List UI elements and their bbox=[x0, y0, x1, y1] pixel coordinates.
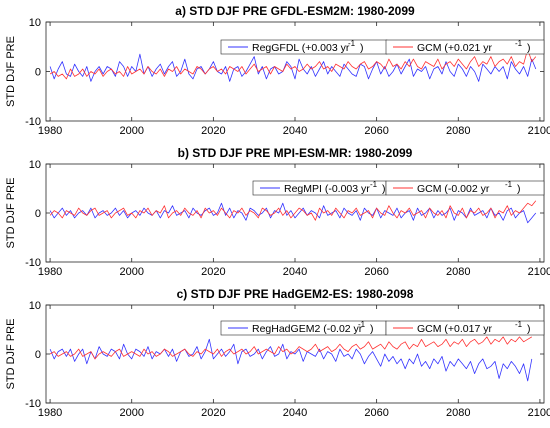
chart-title: c) STD DJF PRE HadGEM2-ES: 1980-2098 bbox=[177, 287, 414, 301]
x-tick-label: 2040 bbox=[283, 407, 307, 419]
legend: RegHadGEM2 (-0.02 yr-1) GCM (+0.017 yr -1) bbox=[220, 320, 545, 336]
chart-panel-c: c) STD DJF PRE HadGEM2-ES: 1980-2098 STD … bbox=[5, 287, 550, 419]
legend-label-regmpi: RegMPI (-0.003 yr bbox=[284, 183, 370, 195]
legend-label-reggfdl: RegGFDL (+0.003 yr bbox=[252, 42, 350, 54]
legend-close-paren: ) bbox=[527, 42, 531, 54]
legend: RegMPI (-0.003 yr -1) GCM (-0.002 yr -1) bbox=[252, 180, 545, 196]
legend-exponent: -1 bbox=[370, 180, 378, 189]
chart-panel-b: b) STD DJF PRE MPI-ESM-MR: 1980-2099 STD … bbox=[5, 146, 550, 278]
legend-label-reghadgem2: RegHadGEM2 (-0.02 yr bbox=[252, 323, 363, 335]
legend-close-paren: ) bbox=[382, 183, 386, 195]
series-line-regmpi bbox=[49, 202, 537, 224]
y-tick-label: -10 bbox=[25, 116, 41, 128]
y-tick-label: -10 bbox=[25, 257, 41, 269]
y-tick-label: 10 bbox=[29, 159, 41, 171]
y-tick-label: 10 bbox=[29, 17, 41, 29]
series-line-reghadgem2 bbox=[49, 338, 533, 382]
legend-label-gcm: GCM (+0.017 yr bbox=[417, 323, 492, 335]
x-tick-label: 1980 bbox=[38, 125, 62, 137]
legend-box bbox=[385, 39, 545, 55]
x-tick-label: 2060 bbox=[364, 407, 388, 419]
legend-label-gcm: GCM (-0.002 yr bbox=[417, 183, 490, 195]
y-tick-label: 0 bbox=[35, 67, 41, 79]
x-tick-label: 2000 bbox=[119, 407, 143, 419]
legend-close-paren: ) bbox=[527, 323, 531, 335]
y-axis-label: STD DJF PRE bbox=[5, 319, 17, 390]
y-axis-label: STD DJF PRE bbox=[5, 178, 17, 249]
y-tick-label: 0 bbox=[35, 208, 41, 220]
x-tick-label: 2080 bbox=[446, 266, 470, 278]
x-tick-label: 1980 bbox=[38, 266, 62, 278]
x-tick-label: 2020 bbox=[201, 407, 225, 419]
series-line-gcm bbox=[49, 200, 537, 221]
chart-title: b) STD DJF PRE MPI-ESM-MR: 1980-2099 bbox=[178, 146, 413, 160]
x-tick-label: 2040 bbox=[283, 125, 307, 137]
chart-title: a) STD DJF PRE GFDL-ESM2M: 1980-2099 bbox=[175, 4, 415, 18]
y-tick-label: 10 bbox=[29, 300, 41, 312]
x-tick-label: 2000 bbox=[119, 125, 143, 137]
legend-exponent: -1 bbox=[515, 320, 523, 329]
x-tick-label: 2020 bbox=[201, 266, 225, 278]
legend-exponent: -1 bbox=[348, 39, 356, 48]
legend-close-paren: ) bbox=[370, 323, 374, 335]
legend-exponent: -1 bbox=[505, 180, 513, 189]
legend: RegGFDL (+0.003 yr-1) GCM (+0.021 yr -1) bbox=[220, 39, 545, 55]
x-tick-label: 2100 bbox=[528, 266, 550, 278]
x-tick-label: 2060 bbox=[364, 266, 388, 278]
series-line-reggfdl bbox=[49, 53, 537, 82]
series-line-gcm bbox=[49, 48, 537, 80]
legend-close-paren: ) bbox=[360, 42, 364, 54]
legend-exponent: -1 bbox=[358, 320, 366, 329]
x-tick-label: 2100 bbox=[528, 125, 550, 137]
legend-close-paren: ) bbox=[517, 183, 521, 195]
y-tick-label: -10 bbox=[25, 398, 41, 410]
x-tick-label: 2040 bbox=[283, 266, 307, 278]
x-tick-label: 2080 bbox=[446, 125, 470, 137]
x-tick-label: 2000 bbox=[119, 266, 143, 278]
x-tick-label: 1980 bbox=[38, 407, 62, 419]
chart-panel-a: a) STD DJF PRE GFDL-ESM2M: 1980-2099 STD … bbox=[5, 4, 550, 137]
y-tick-label: 0 bbox=[35, 349, 41, 361]
y-axis-label: STD DJF PRE bbox=[5, 36, 17, 107]
x-tick-label: 2100 bbox=[528, 407, 550, 419]
legend-box bbox=[385, 180, 545, 196]
series-line-gcm bbox=[49, 336, 533, 360]
legend-exponent: -1 bbox=[515, 39, 523, 48]
x-tick-label: 2020 bbox=[201, 125, 225, 137]
legend-box bbox=[385, 320, 545, 336]
x-tick-label: 2060 bbox=[364, 125, 388, 137]
axes-box bbox=[45, 21, 545, 122]
x-tick-label: 2080 bbox=[446, 407, 470, 419]
legend-label-gcm: GCM (+0.021 yr bbox=[417, 42, 492, 54]
